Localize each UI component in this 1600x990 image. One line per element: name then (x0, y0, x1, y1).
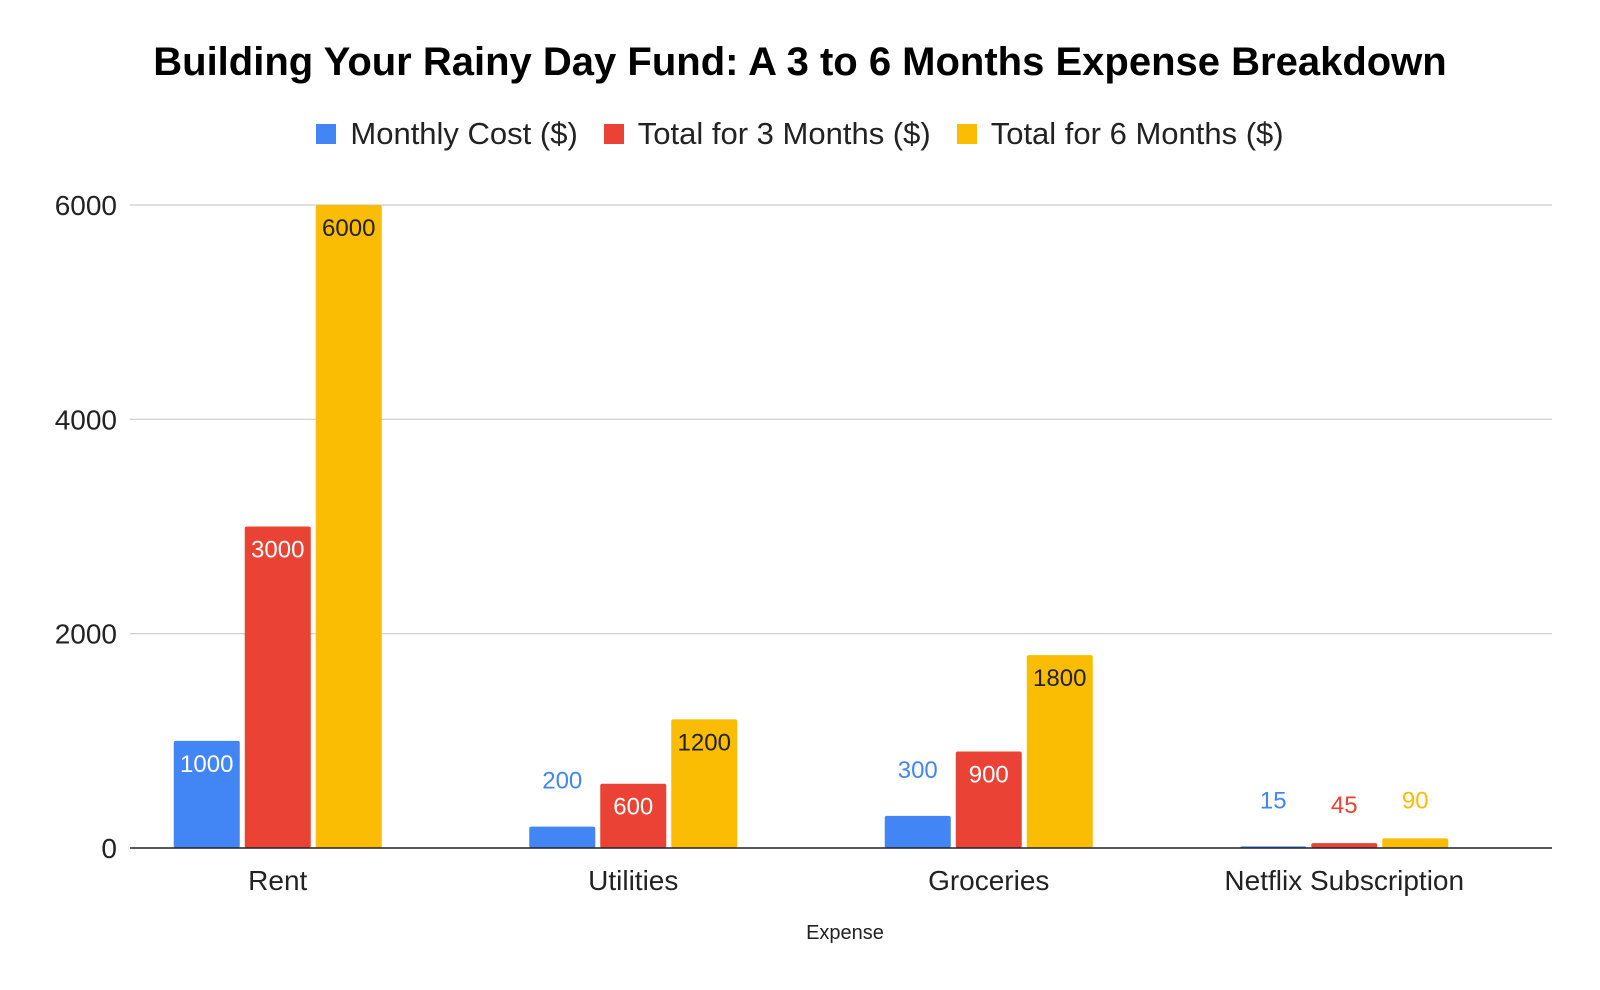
y-tick-label-4000: 4000 (55, 404, 117, 435)
y-tick-label-0: 0 (101, 833, 117, 864)
y-tick-label-2000: 2000 (55, 619, 117, 650)
data-label-groceries-series-0: 300 (898, 757, 938, 784)
bar-netflix-subscription-series-2 (1382, 838, 1449, 848)
data-label-utilities-series-1: 600 (613, 794, 653, 821)
legend-entry-3-months[interactable]: Total for 3 Months ($) (603, 116, 931, 152)
data-label-rent-series-2: 6000 (322, 215, 375, 242)
x-tick-label-1: Utilities (588, 865, 678, 896)
data-label-netflix-subscription-series-1: 45 (1331, 792, 1358, 819)
x-axis-title: Expense (806, 922, 884, 944)
legend-entry-monthly[interactable]: Monthly Cost ($) (316, 116, 578, 152)
legend: Monthly Cost ($) Total for 3 Months ($) … (0, 116, 1600, 152)
bar-groceries-series-0 (884, 815, 951, 848)
x-tick-label-0: Rent (248, 865, 307, 896)
legend-entry-6-months[interactable]: Total for 6 Months ($) (956, 116, 1284, 152)
data-label-groceries-series-1: 900 (969, 762, 1009, 789)
legend-swatch-3-months (603, 124, 624, 144)
bar-rent-series-2 (315, 205, 382, 848)
x-tick-label-2: Groceries (928, 865, 1049, 896)
legend-swatch-monthly (316, 124, 337, 144)
x-tick-label-3: Netflix Subscription (1224, 865, 1464, 896)
y-tick-label-6000: 6000 (55, 190, 117, 221)
chart-title: Building Your Rainy Day Fund: A 3 to 6 M… (153, 40, 1447, 84)
data-label-rent-series-0: 1000 (180, 751, 233, 778)
data-label-utilities-series-0: 200 (542, 768, 582, 795)
bar-utilities-series-1 (600, 783, 667, 848)
bar-groceries-series-2 (1026, 655, 1093, 848)
bar-rent-series-0 (173, 740, 240, 848)
legend-label-3-months: Total for 3 Months ($) (637, 116, 931, 151)
bar-groceries-series-1 (955, 751, 1022, 848)
legend-label-6-months: Total for 6 Months ($) (990, 116, 1284, 151)
data-label-rent-series-1: 3000 (251, 537, 304, 564)
data-label-netflix-subscription-series-0: 15 (1260, 787, 1287, 814)
data-label-netflix-subscription-series-2: 90 (1402, 787, 1429, 814)
data-label-groceries-series-2: 1800 (1033, 665, 1086, 692)
data-label-utilities-series-2: 1200 (678, 729, 731, 756)
bar-rent-series-1 (244, 526, 311, 848)
bar-utilities-series-2 (671, 719, 738, 848)
legend-swatch-6-months (956, 124, 977, 144)
bar-netflix-subscription-series-1 (1311, 843, 1378, 848)
bar-utilities-series-0 (529, 826, 596, 848)
legend-label-monthly: Monthly Cost ($) (350, 116, 578, 151)
